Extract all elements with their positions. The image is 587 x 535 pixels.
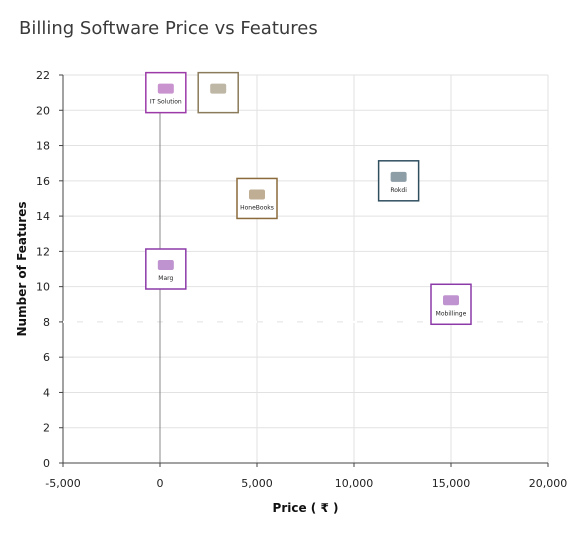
data-point: Marg bbox=[145, 248, 187, 290]
y-tick-label: 12 bbox=[36, 245, 50, 258]
y-tick-label: 10 bbox=[36, 281, 50, 294]
y-axis-label: Number of Features bbox=[15, 202, 29, 337]
x-tick-label: 10,000 bbox=[335, 477, 374, 490]
data-point-logo bbox=[157, 83, 174, 94]
x-tick-label: 20,000 bbox=[529, 477, 568, 490]
y-tick-label: 8 bbox=[43, 316, 50, 329]
data-point-logo bbox=[157, 260, 174, 270]
grid bbox=[63, 74, 549, 463]
data-point: IT Solution bbox=[145, 71, 187, 114]
data-point-label: Marg bbox=[158, 275, 173, 282]
y-tick-label: 2 bbox=[43, 422, 50, 435]
data-point-logo bbox=[390, 171, 407, 182]
data-point-logo bbox=[249, 189, 265, 200]
y-tick-label: 18 bbox=[36, 140, 50, 153]
x-tick-label: -5,000 bbox=[45, 477, 80, 490]
data-point-label: Rokdi bbox=[390, 187, 407, 194]
x-axis-label: Price ( ₹ ) bbox=[273, 501, 339, 515]
data-point: Rokdi bbox=[377, 160, 420, 202]
data-point-label: HoneBooks bbox=[240, 204, 274, 211]
x-tick-label: 0 bbox=[157, 477, 164, 490]
y-tick-label: 16 bbox=[36, 175, 50, 188]
y-tick-label: 20 bbox=[36, 104, 50, 117]
y-tick-label: 14 bbox=[36, 210, 50, 223]
data-point: Mobillinge bbox=[430, 283, 472, 326]
data-point-logo bbox=[443, 295, 459, 306]
data-point-label: Mobillinge bbox=[436, 310, 467, 317]
ticks: 0 2 4 6 8 10 12 14 16 18 20 22 -5,000 0 5,000 10,000 15,… bbox=[36, 69, 567, 490]
y-tick-label: 0 bbox=[43, 457, 50, 470]
data-point bbox=[197, 71, 239, 114]
y-tick-label: 4 bbox=[43, 386, 50, 399]
data-point-logo bbox=[210, 83, 227, 94]
y-tick-label: 22 bbox=[36, 69, 50, 82]
x-tick-label: 5,000 bbox=[241, 477, 273, 490]
data-point: HoneBooks bbox=[236, 177, 278, 220]
data-point-label: IT Solution bbox=[150, 99, 182, 106]
data-points: IT Solution HoneBooks Rokdi Marg Mobillinge bbox=[145, 71, 472, 326]
chart-title: Billing Software Price vs Features bbox=[19, 18, 318, 39]
x-tick-label: 15,000 bbox=[432, 477, 471, 490]
axes bbox=[62, 75, 548, 464]
y-tick-label: 6 bbox=[43, 351, 50, 364]
